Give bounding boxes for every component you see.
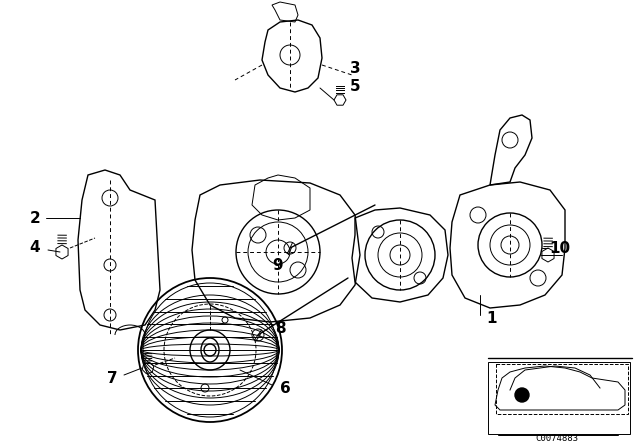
- Text: 5: 5: [349, 78, 360, 94]
- Text: 7: 7: [107, 370, 117, 385]
- Bar: [496, 364, 628, 414]
- Text: 4: 4: [29, 240, 40, 254]
- Text: 2: 2: [29, 211, 40, 225]
- Circle shape: [515, 388, 529, 402]
- Text: 3: 3: [349, 60, 360, 76]
- Text: C0074883: C0074883: [536, 434, 579, 443]
- Bar: [488, 362, 630, 434]
- Text: 6: 6: [280, 380, 291, 396]
- Text: 9: 9: [273, 258, 284, 272]
- Text: 8: 8: [275, 320, 285, 336]
- Text: 10: 10: [549, 241, 571, 255]
- Text: 1: 1: [487, 310, 497, 326]
